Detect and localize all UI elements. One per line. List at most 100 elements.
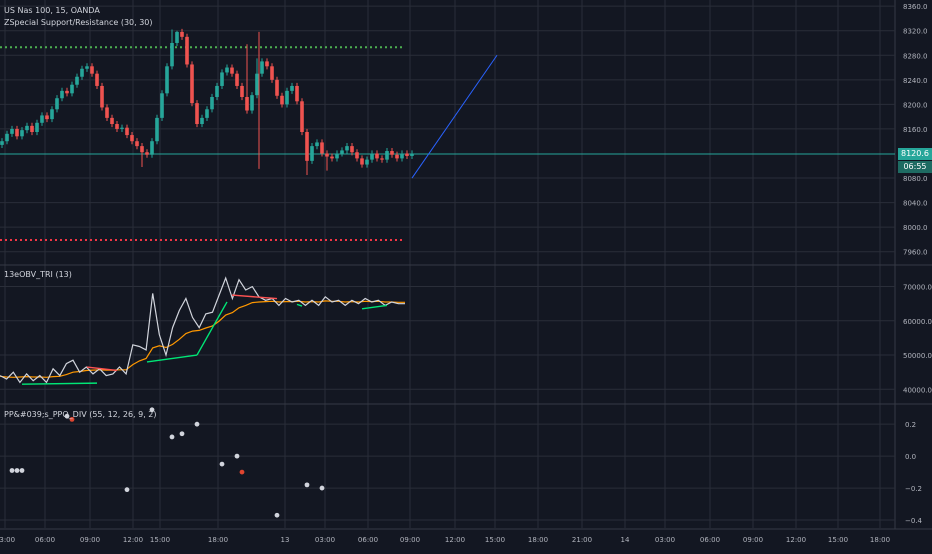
candle-body <box>10 128 14 134</box>
candle-body <box>340 150 344 154</box>
x-tick-label: 03:00 <box>0 536 15 544</box>
candle-body <box>25 125 29 131</box>
ppo-divergence-dot <box>219 461 225 467</box>
x-tick-label: 14 <box>621 536 630 544</box>
candle-body <box>45 115 49 120</box>
candle-body <box>65 90 69 94</box>
candle-body <box>115 124 119 129</box>
x-tick-label: 12:00 <box>445 536 465 544</box>
candle-body <box>255 73 259 96</box>
price-tick-label: 8280.0 <box>903 52 928 60</box>
ppo-divergence-dot <box>304 482 310 488</box>
obv-tick-label: 50000.0 <box>903 352 932 360</box>
obv-divergence-line <box>196 301 228 356</box>
ppo-tick-label: −0.2 <box>905 485 922 493</box>
candle-body <box>85 66 89 69</box>
candle-body <box>275 79 279 96</box>
price-tick-label: 8040.0 <box>903 200 928 208</box>
candle-body <box>300 101 304 132</box>
obv-line <box>0 276 405 384</box>
obv-indicator-title: 13eOBV_TRI (13) <box>4 270 72 279</box>
ppo-divergence-dot <box>19 468 25 473</box>
ppo-divergence-dot <box>9 468 15 473</box>
obv-divergence-line <box>296 303 303 307</box>
x-tick-label: 15:00 <box>150 536 170 544</box>
ppo-tick-label: −0.4 <box>905 517 923 525</box>
candle-body <box>135 141 139 147</box>
obv-divergence-line <box>21 382 98 385</box>
candle-body <box>150 141 154 155</box>
candle-body <box>285 90 289 105</box>
price-tick-label: 8360.0 <box>903 3 928 11</box>
candle-body <box>0 141 4 145</box>
candle-body <box>295 85 299 102</box>
x-tick-label: 15:00 <box>485 536 505 544</box>
ppo-divergence-dot <box>149 407 155 413</box>
obv-divergence-line <box>231 294 278 300</box>
ppo-divergence-dot <box>234 453 240 459</box>
obv-divergence-line <box>361 304 388 310</box>
candle-body <box>330 156 334 159</box>
candle-body <box>240 85 244 98</box>
candle-body <box>120 127 124 129</box>
candle-body <box>370 153 374 160</box>
candle-body <box>155 117 159 142</box>
candle-body <box>220 72 224 86</box>
sr-indicator-title: ZSpecial Support/Resistance (30, 30) <box>4 18 153 27</box>
candle-body <box>70 84 74 94</box>
x-tick-label: 09:00 <box>80 536 100 544</box>
candle-body <box>5 133 9 142</box>
candle-body <box>230 67 234 74</box>
x-tick-label: 15:00 <box>828 536 848 544</box>
candle-body <box>215 85 219 98</box>
candle-body <box>80 68 84 77</box>
candle-body <box>400 153 404 159</box>
obv-ma-line <box>0 300 405 378</box>
candle-body <box>145 152 149 155</box>
candle-body <box>390 151 394 155</box>
candle-body <box>95 73 99 86</box>
ppo-divergence-dot <box>69 416 75 422</box>
candle-body <box>290 85 294 91</box>
ppo-divergence-dot <box>14 468 20 473</box>
candle-body <box>225 67 229 73</box>
candle-body <box>110 117 114 125</box>
candle-body <box>250 95 254 111</box>
candle-body <box>385 151 389 160</box>
candle-body <box>130 135 134 142</box>
ppo-divergence-dot <box>274 512 280 518</box>
candle-body <box>380 158 384 160</box>
candle-body <box>195 103 199 125</box>
candle-body <box>50 109 54 120</box>
ppo-divergence-dot <box>124 487 130 493</box>
x-tick-label: 18:00 <box>208 536 228 544</box>
candle-body <box>160 93 164 118</box>
obv-divergence-line <box>86 366 118 372</box>
x-tick-label: 12:00 <box>123 536 143 544</box>
candle-body <box>205 109 209 118</box>
obv-tick-label: 70000.0 <box>903 284 932 292</box>
x-tick-label: 06:00 <box>35 536 55 544</box>
x-tick-label: 03:00 <box>655 536 675 544</box>
candle-body <box>35 122 39 132</box>
candle-body <box>60 90 64 99</box>
candle-body <box>210 97 214 110</box>
candle-body <box>40 115 44 123</box>
candle-body <box>335 153 339 159</box>
ppo-divergence-dot <box>64 413 70 419</box>
candle-body <box>410 153 414 156</box>
candle-body <box>365 159 369 165</box>
price-tick-label: 8160.0 <box>903 126 928 134</box>
candle-body <box>315 142 319 147</box>
ppo-tick-label: 0.0 <box>905 453 916 461</box>
candle-body <box>345 146 349 151</box>
candle-body <box>325 153 329 157</box>
candle-body <box>270 66 274 80</box>
ppo-divergence-dot <box>319 485 325 491</box>
candle-body <box>175 31 179 43</box>
symbol-title: US Nas 100, 15, OANDA <box>4 6 100 15</box>
x-tick-label: 18:00 <box>870 536 890 544</box>
candle-body <box>125 127 129 136</box>
